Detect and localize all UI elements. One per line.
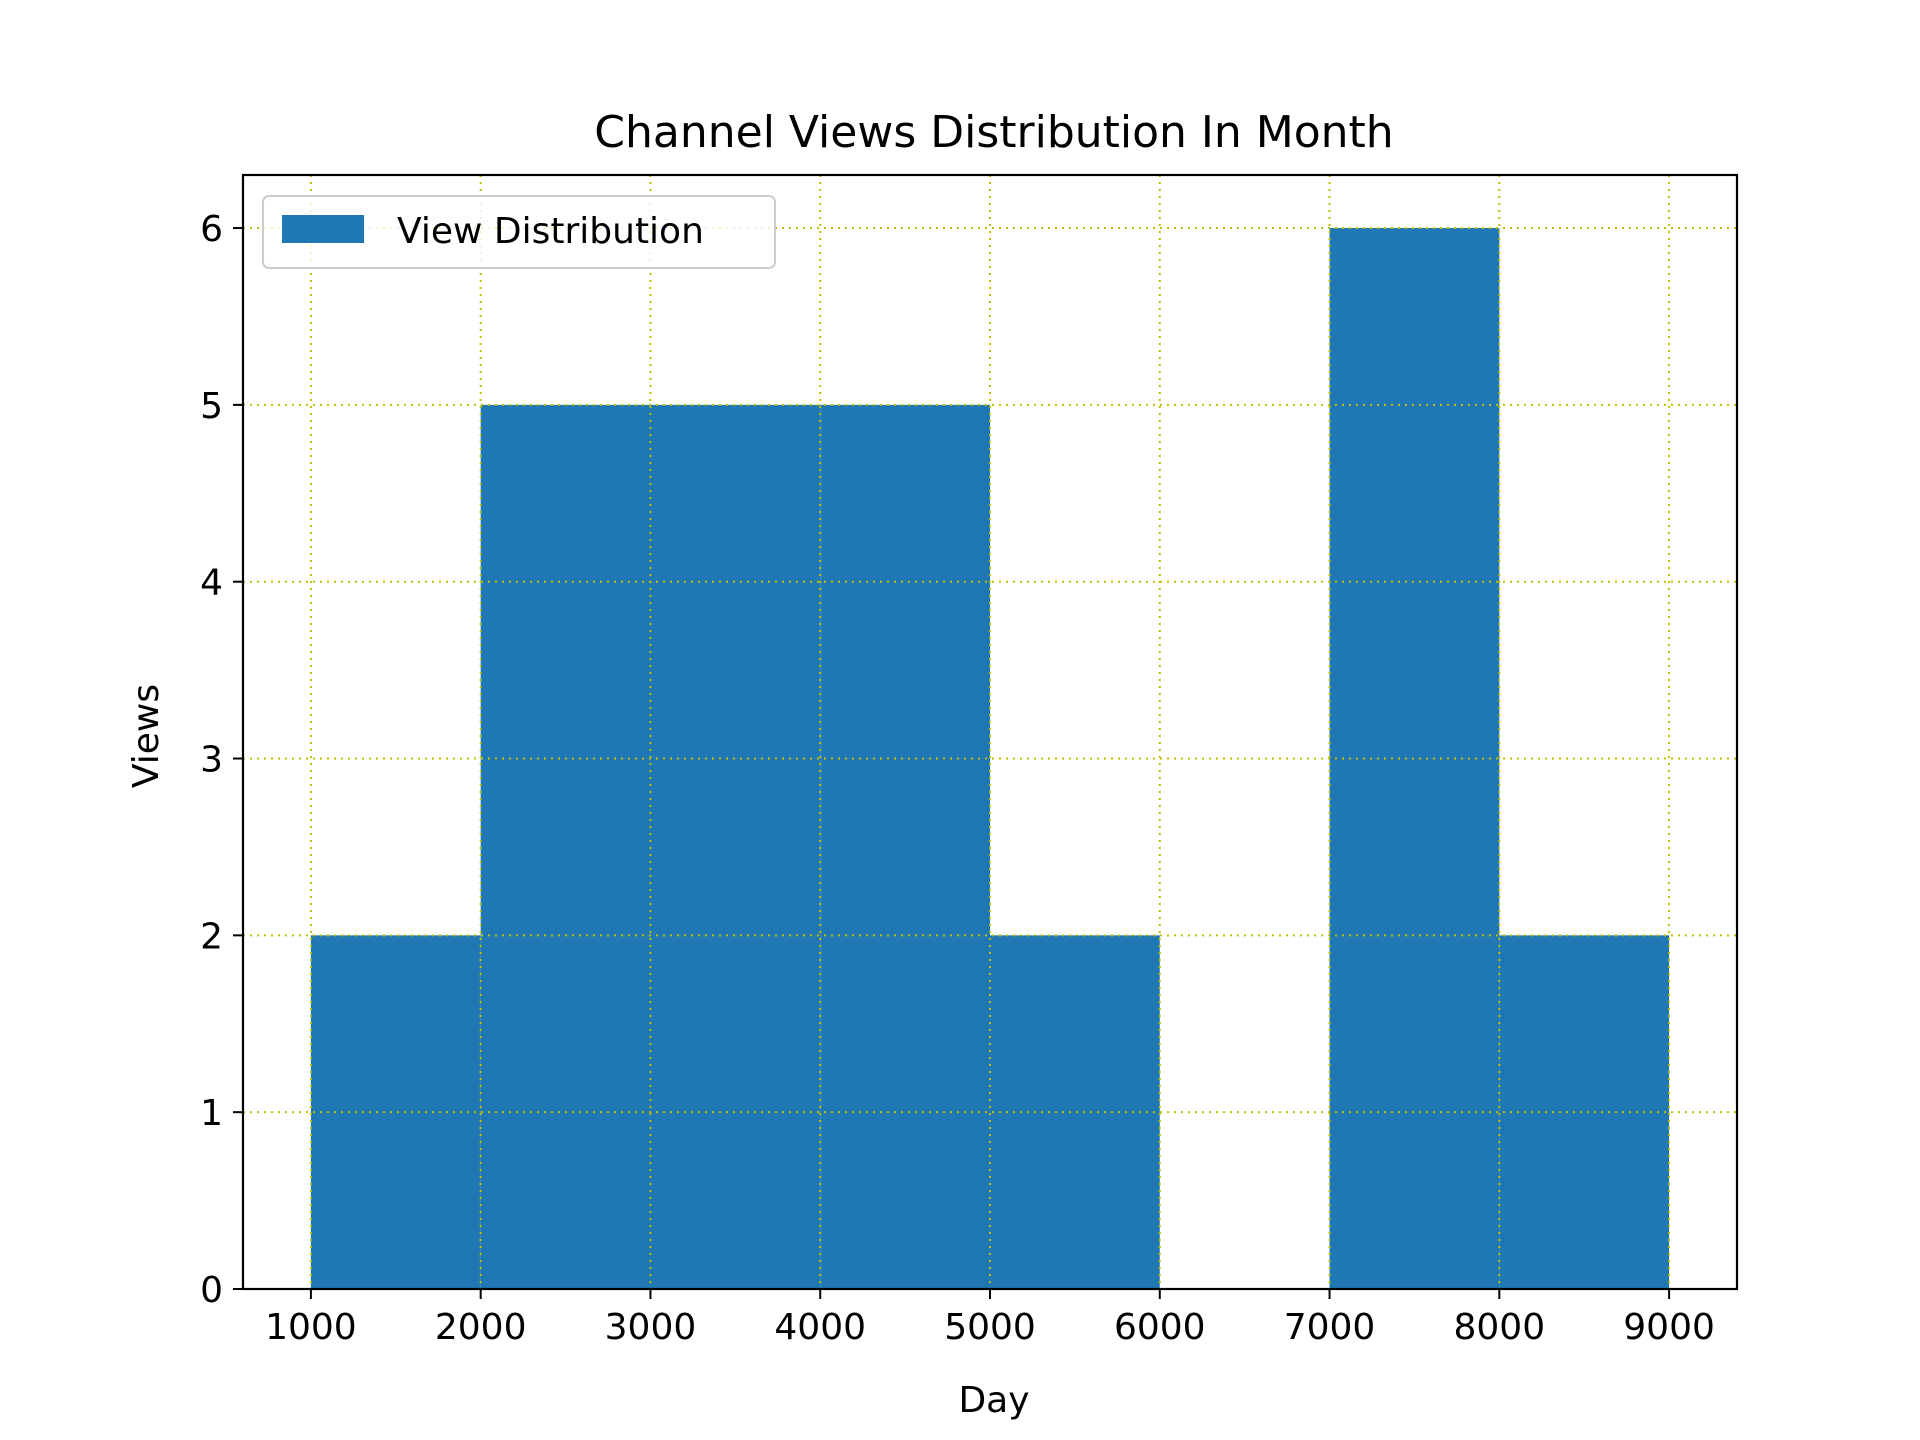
x-tick-label-6000: 6000 <box>1114 1307 1206 1348</box>
legend-swatch <box>282 215 364 243</box>
y-axis-label-group: Views <box>126 684 167 788</box>
y-tick-label-2: 2 <box>200 916 223 957</box>
histogram-bar-4 <box>820 404 990 1289</box>
x-axis-label: Day <box>958 1380 1029 1421</box>
legend: View Distribution <box>262 195 776 269</box>
y-tick-label-1: 1 <box>200 1093 223 1134</box>
x-tick-label-9000: 9000 <box>1623 1307 1715 1348</box>
legend-label: View Distribution <box>397 211 704 252</box>
y-tick-label-3: 3 <box>200 740 223 781</box>
x-tick-label-7000: 7000 <box>1284 1307 1376 1348</box>
legend-box <box>262 195 776 269</box>
histogram-bar-8 <box>1499 935 1670 1289</box>
x-tick-label-4000: 4000 <box>774 1307 866 1348</box>
x-tick-label-5000: 5000 <box>944 1307 1036 1348</box>
x-tick-label-3000: 3000 <box>605 1307 697 1348</box>
x-tick-label-8000: 8000 <box>1454 1307 1546 1348</box>
y-tick-label-6: 6 <box>200 209 223 250</box>
x-tick-label-1000: 1000 <box>265 1307 357 1348</box>
y-axis-label: Views <box>126 684 167 788</box>
histogram-bar-7 <box>1329 228 1500 1290</box>
chart-title: Channel Views Distribution In Month <box>594 107 1393 158</box>
histogram-bar-5 <box>990 935 1160 1289</box>
histogram-bar-2 <box>480 404 651 1289</box>
x-tick-label-2000: 2000 <box>435 1307 527 1348</box>
histogram-bar-1 <box>310 935 481 1289</box>
histogram-bar-3 <box>650 404 821 1289</box>
y-tick-label-5: 5 <box>200 386 223 427</box>
y-tick-label-4: 4 <box>200 563 223 604</box>
y-tick-label-0: 0 <box>200 1270 223 1311</box>
plot-area: 1000 2000 3000 4000 5000 6000 7000 8000 9000 0 1 2 3… <box>200 173 1739 1348</box>
